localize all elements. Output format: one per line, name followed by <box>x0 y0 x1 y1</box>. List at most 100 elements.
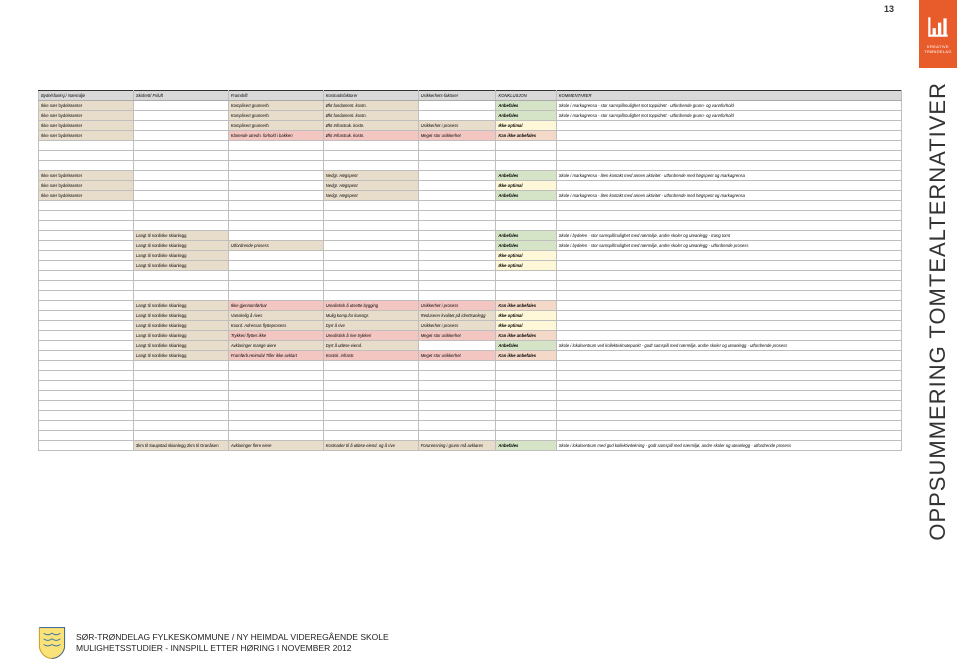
cell <box>418 151 496 161</box>
cell <box>133 131 228 141</box>
cell: Anbefales <box>496 111 556 121</box>
cell <box>556 311 901 321</box>
cell: Usikkerhet i prosess <box>418 121 496 131</box>
cell <box>418 371 496 381</box>
cell <box>228 151 323 161</box>
cell <box>556 371 901 381</box>
cell <box>39 221 134 231</box>
cell <box>323 251 418 261</box>
col-header: KOMMENTARER <box>556 91 901 101</box>
cell <box>496 401 556 411</box>
cell: Meget stor usikkerhet <box>418 131 496 141</box>
footer: SØR-TRØNDELAG FYLKESKOMMUNE / NY HEIMDAL… <box>38 626 389 660</box>
cell <box>556 131 901 141</box>
cell <box>323 401 418 411</box>
cell <box>228 211 323 221</box>
cell <box>556 121 901 131</box>
cell <box>556 331 901 341</box>
cell <box>496 421 556 431</box>
cell: Vanskelig å rives <box>228 311 323 321</box>
cell: Kostnader til å utløse eiend. og å rive <box>323 441 418 451</box>
cell <box>39 301 134 311</box>
cell <box>133 111 228 121</box>
cell <box>228 281 323 291</box>
cell <box>418 211 496 221</box>
cell: Skole i markagrensa - stor samspillmulig… <box>556 111 901 121</box>
cell <box>418 251 496 261</box>
cell <box>418 171 496 181</box>
table-row <box>39 221 902 231</box>
table-row <box>39 201 902 211</box>
cell <box>39 321 134 331</box>
cell <box>39 311 134 321</box>
cell <box>228 251 323 261</box>
cell: Komplisert grunnerh. <box>228 111 323 121</box>
page: 13 KREATIVE TRØNDELAG OPPSUMMERING TOMTE… <box>0 0 960 672</box>
cell: Avklaringer flere eiere <box>228 441 323 451</box>
cell <box>323 141 418 151</box>
cell: Meget stor usikkerhet <box>418 351 496 361</box>
cell <box>323 211 418 221</box>
cell: Ikke nær bydelssenter <box>39 191 134 201</box>
cell <box>323 281 418 291</box>
cell <box>556 221 901 231</box>
cell: Ikke optimal <box>496 121 556 131</box>
footer-line2: MULIGHETSSTUDIER - INNSPILL ETTER HØRING… <box>76 643 389 654</box>
cell: Langt til nordiske skianlegg <box>133 341 228 351</box>
cell: Langt til nordiske skianlegg <box>133 351 228 361</box>
cell <box>228 401 323 411</box>
cell: Langt til nordiske skianlegg <box>133 301 228 311</box>
cell: Ikke gjennomførbar <box>228 301 323 311</box>
brand-sidebar: KREATIVE TRØNDELAG OPPSUMMERING TOMTEALT… <box>916 0 960 640</box>
cell <box>228 291 323 301</box>
cell <box>39 341 134 351</box>
cell: Anbefales <box>496 171 556 181</box>
cell <box>39 211 134 221</box>
cell <box>418 261 496 271</box>
summary-table: Bydelsfunksj./ NærmiljøSkidrett/ Friluft… <box>38 90 902 451</box>
cell <box>496 281 556 291</box>
cell: Ikke nær bydelssenter <box>39 181 134 191</box>
cell <box>323 431 418 441</box>
cell <box>323 391 418 401</box>
table-row <box>39 391 902 401</box>
cell <box>228 181 323 191</box>
cell <box>323 241 418 251</box>
table-row <box>39 421 902 431</box>
cell: Langt til nordiske skianlegg <box>133 241 228 251</box>
cell <box>556 181 901 191</box>
cell: Usikkerhet i prosess <box>418 301 496 311</box>
cell <box>133 271 228 281</box>
cell <box>556 161 901 171</box>
cell <box>39 231 134 241</box>
cell <box>228 271 323 281</box>
cell <box>496 221 556 231</box>
cell: Skole i markagrensa - stor samspillmulig… <box>556 101 901 111</box>
cell <box>418 341 496 351</box>
cell <box>133 401 228 411</box>
cell: Langt til nordiske skianlegg <box>133 251 228 261</box>
footer-line1: SØR-TRØNDELAG FYLKESKOMMUNE / NY HEIMDAL… <box>76 632 389 643</box>
cell <box>228 161 323 171</box>
cell <box>323 371 418 381</box>
cell <box>556 411 901 421</box>
cell: Komplisert grunnerh. <box>228 121 323 131</box>
cell <box>418 431 496 441</box>
cell <box>228 201 323 211</box>
table-row: Ikke nær bydelssenterKomplisert grunnerh… <box>39 121 902 131</box>
cell: Urealistisk å rive trykkeri <box>323 331 418 341</box>
cell <box>496 361 556 371</box>
cell <box>418 271 496 281</box>
brand-sub: TRØNDELAG <box>924 50 952 54</box>
table-row: Langt til nordiske skianleggFramførb.Hei… <box>39 351 902 361</box>
cell <box>418 111 496 121</box>
cell: Skole i bydelen - stor samspillmulighet … <box>556 241 901 251</box>
table-row: Langt til nordiske skianleggTrykkeri fly… <box>39 331 902 341</box>
cell: Ikke optimal <box>496 261 556 271</box>
table-row <box>39 291 902 301</box>
cell <box>39 331 134 341</box>
table-row <box>39 281 902 291</box>
cell <box>39 371 134 381</box>
cell <box>418 401 496 411</box>
cell <box>323 381 418 391</box>
